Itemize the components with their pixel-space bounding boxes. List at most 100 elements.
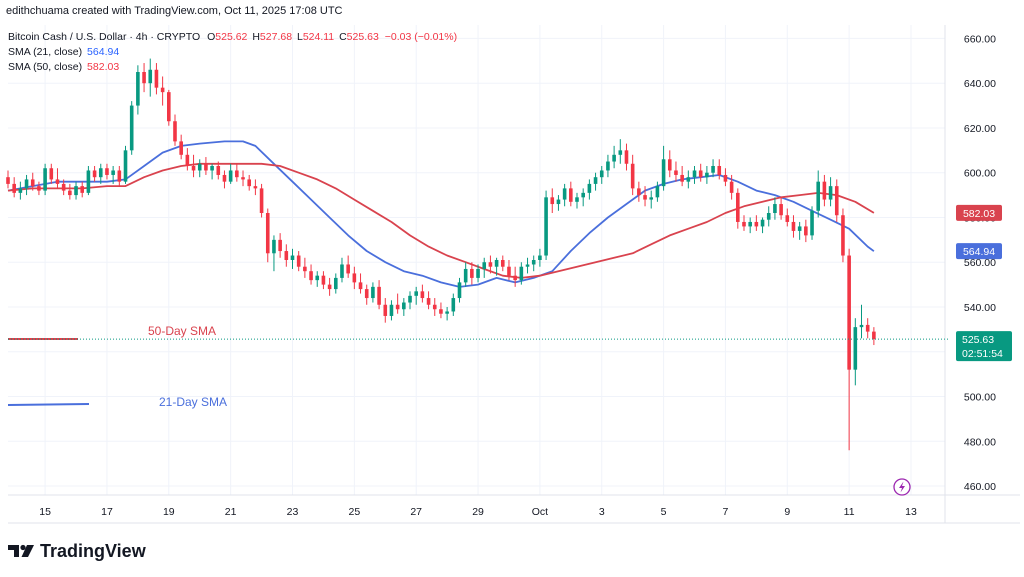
candle <box>705 166 709 184</box>
candle <box>507 260 511 281</box>
candle <box>290 248 295 269</box>
candle <box>43 163 47 196</box>
candle-body <box>581 192 585 198</box>
candle-body <box>259 188 264 213</box>
x-tick-label: 23 <box>287 506 299 518</box>
candle <box>414 286 418 305</box>
candle <box>680 166 684 187</box>
candle <box>562 183 567 207</box>
candle-body <box>661 159 666 187</box>
candle <box>779 197 783 220</box>
candle <box>321 271 326 290</box>
y-tick-label: 560.00 <box>964 257 996 269</box>
candle <box>804 219 808 243</box>
candle <box>606 154 610 178</box>
candle <box>111 166 115 184</box>
candle <box>222 170 227 189</box>
high-label: H <box>252 31 260 43</box>
candle <box>185 148 190 171</box>
candle-body <box>432 304 437 310</box>
candle <box>643 186 647 207</box>
candle-body <box>816 181 821 211</box>
candle <box>142 63 146 93</box>
candle-body <box>674 170 678 175</box>
candle <box>74 181 78 200</box>
candle-body <box>457 282 462 299</box>
candle <box>402 298 406 316</box>
candle-body <box>74 186 78 196</box>
x-tick-label: 9 <box>784 506 790 518</box>
lightning-icon[interactable] <box>893 478 911 496</box>
open-label: O <box>207 31 216 43</box>
candle-body <box>482 262 487 269</box>
sma50-legend-value: 582.03 <box>87 61 120 73</box>
candle-body <box>810 210 814 236</box>
x-tick-label: 13 <box>905 506 917 518</box>
candle-body <box>80 186 85 193</box>
sma21-annotation-line <box>7 403 90 406</box>
candle <box>470 262 474 285</box>
candle <box>785 208 790 227</box>
candle-body <box>191 166 196 171</box>
symbol-title: Bitcoin Cash / U.S. Dollar · 4h · CRYPTO <box>8 31 201 43</box>
candle-body <box>123 150 128 182</box>
y-axis: 660.00640.00620.00600.00580.00560.00540.… <box>964 33 996 493</box>
candle <box>810 206 814 240</box>
candle-body <box>705 172 709 178</box>
candle <box>488 255 493 274</box>
candle <box>352 266 357 290</box>
candle <box>872 327 876 346</box>
candle-body <box>680 174 684 182</box>
candle-body <box>309 271 313 281</box>
candle-body <box>265 213 270 254</box>
sma50-price-tag: 582.03 <box>956 204 1002 221</box>
x-tick-label: 19 <box>163 506 175 518</box>
change-value: −0.03 (−0.01%) <box>384 31 458 43</box>
candle-body <box>160 87 165 93</box>
candle <box>80 181 85 198</box>
close-label: C <box>339 31 347 43</box>
candle-body <box>519 266 524 281</box>
candle <box>717 159 722 180</box>
candle <box>723 168 728 187</box>
last-price-tag: 525.63 02:51:54 <box>956 331 1012 362</box>
candle-body <box>754 221 759 227</box>
candle <box>265 208 270 263</box>
candle-body <box>241 177 245 180</box>
candle-body <box>173 121 177 142</box>
candle <box>253 179 258 196</box>
candle-body <box>643 195 647 200</box>
candle <box>847 248 851 451</box>
candle <box>859 304 864 339</box>
candle-body <box>30 179 35 187</box>
candle <box>148 58 153 97</box>
candle-body <box>736 192 740 222</box>
candle-body <box>179 141 183 155</box>
candle-body <box>624 150 629 164</box>
tradingview-logo[interactable]: TradingView <box>8 541 146 562</box>
candle-body <box>136 72 140 106</box>
candle <box>247 174 252 191</box>
candle-body <box>148 69 153 84</box>
candle-body <box>587 183 592 193</box>
candle-body <box>228 170 233 182</box>
candle <box>544 190 548 260</box>
candle-body <box>692 170 697 178</box>
candle-body <box>599 170 604 178</box>
candle <box>729 174 734 200</box>
candle-body <box>426 298 431 305</box>
candle-body <box>333 277 338 290</box>
candle-body <box>210 166 214 171</box>
candle <box>463 262 468 287</box>
candle-body <box>723 174 728 182</box>
candle-body <box>55 179 60 184</box>
candle <box>587 179 592 200</box>
sma50-annotation-label: 50-Day SMA <box>148 324 216 338</box>
candle <box>451 293 456 316</box>
candle <box>494 257 499 276</box>
candle <box>284 244 289 267</box>
candles <box>6 58 876 451</box>
candle-body <box>618 150 623 155</box>
candle-body <box>488 262 493 267</box>
